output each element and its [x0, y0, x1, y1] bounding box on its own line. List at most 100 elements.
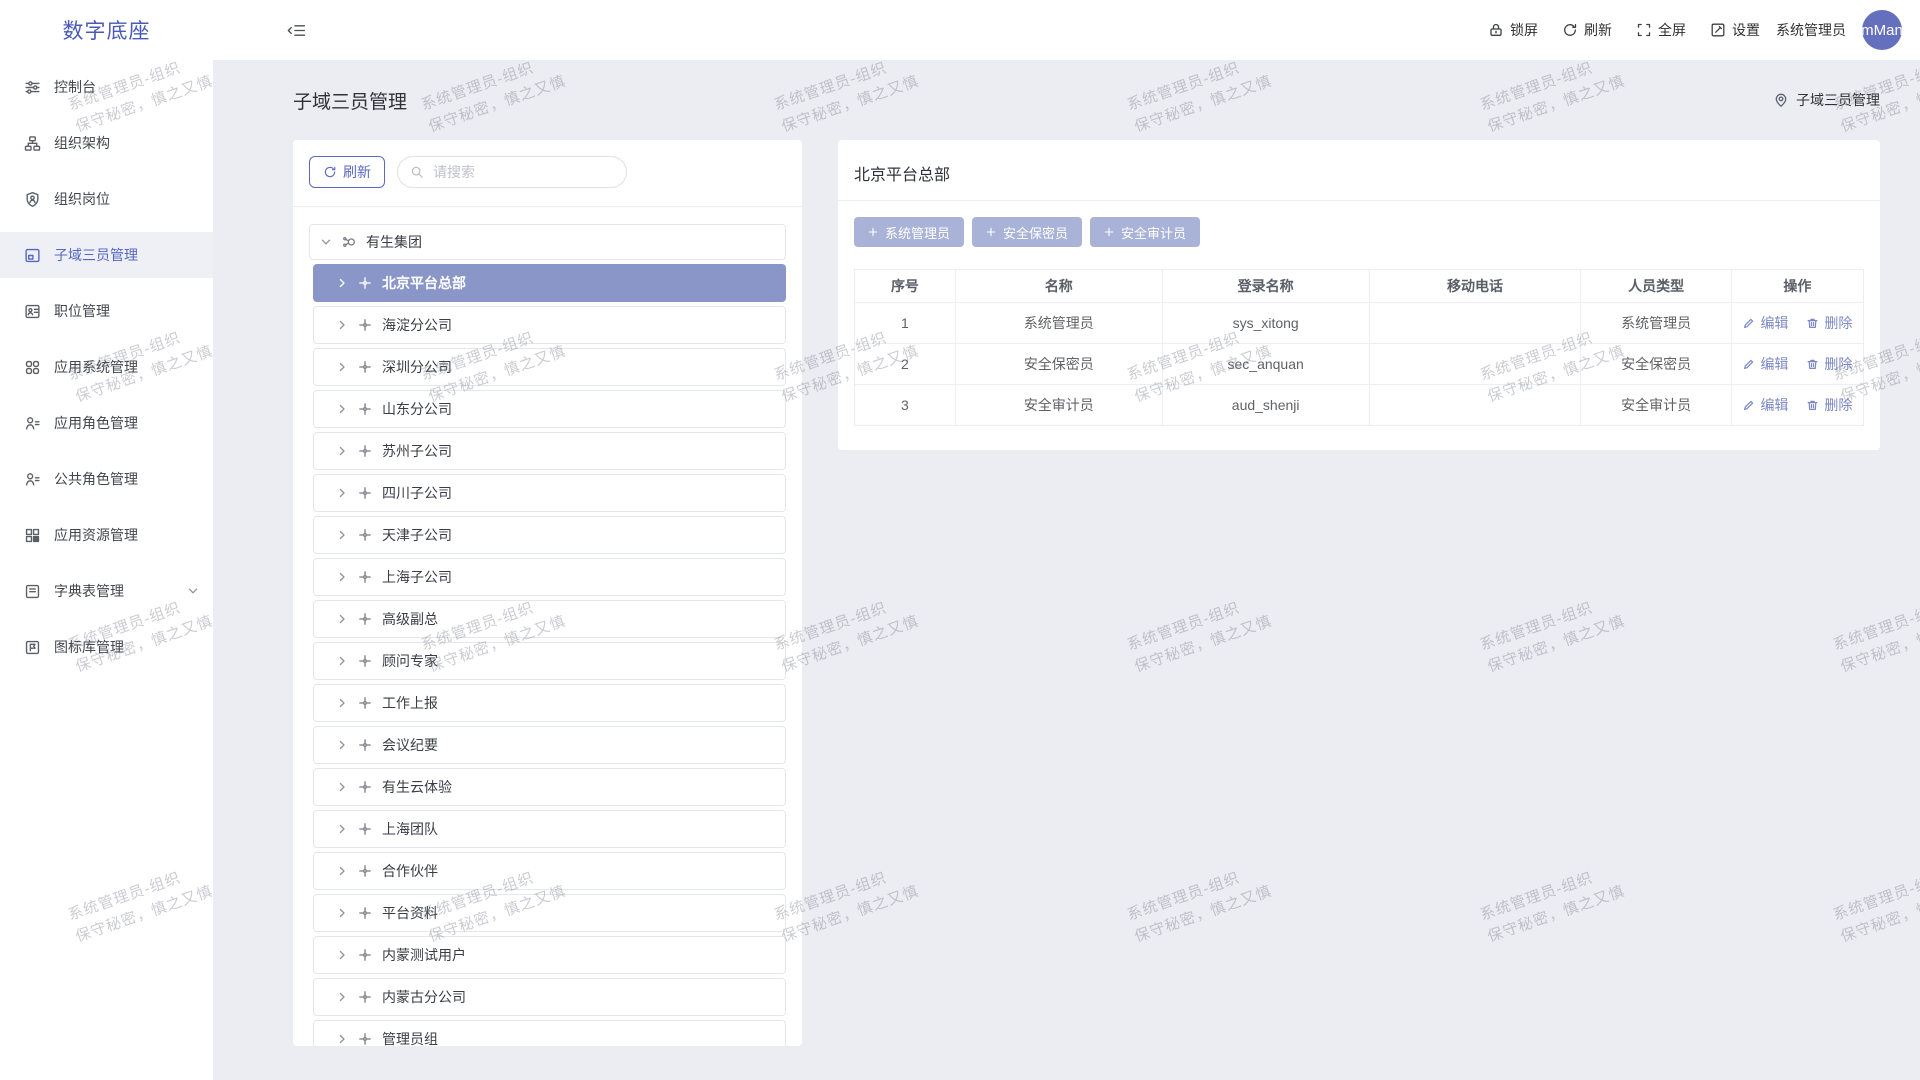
tree-node-label: 有生云体验 — [382, 779, 452, 795]
chevron-right-icon — [336, 319, 348, 331]
tree-node-label: 上海团队 — [382, 821, 438, 837]
tree-node[interactable]: 平台资料 — [313, 894, 786, 932]
sidebar-item-label: 应用角色管理 — [54, 415, 138, 431]
tree-node[interactable]: 管理员组 — [313, 1020, 786, 1046]
sidebar-item[interactable]: 控制台 — [0, 64, 213, 110]
sidebar-item[interactable]: 组织岗位 — [0, 176, 213, 222]
lock-screen-action[interactable]: 锁屏 — [1488, 20, 1538, 40]
tree-refresh-button[interactable]: 刷新 — [309, 156, 385, 188]
tree-node-label: 四川子公司 — [382, 485, 452, 501]
edit-button[interactable]: 编辑 — [1742, 395, 1788, 415]
refresh-action[interactable]: 刷新 — [1562, 20, 1612, 40]
delete-button[interactable]: 删除 — [1806, 313, 1852, 333]
topbar-action-label: 锁屏 — [1510, 22, 1538, 38]
user-avatar[interactable]: mMan — [1862, 10, 1902, 50]
edit-button[interactable]: 编辑 — [1742, 354, 1788, 374]
tree-node[interactable]: 合作伙伴 — [313, 852, 786, 890]
settings-action[interactable]: 设置 — [1710, 20, 1760, 40]
tree-node[interactable]: 苏州子公司 — [313, 432, 786, 470]
add-role-button[interactable]: 系统管理员 — [854, 217, 965, 247]
tree-node[interactable]: 上海子公司 — [313, 558, 786, 596]
tree-node[interactable]: 工作上报 — [313, 684, 786, 722]
sidebar-item[interactable]: 应用系统管理 — [0, 344, 213, 390]
refresh-icon — [323, 165, 337, 179]
sidebar-item[interactable]: 职位管理 — [0, 288, 213, 334]
fullscreen — [1636, 22, 1652, 38]
tree-node[interactable]: 北京平台总部 — [313, 264, 786, 302]
sidebar-item[interactable]: 字典表管理 — [0, 568, 213, 614]
topbar-action-label: 全屏 — [1658, 22, 1686, 38]
topbar-actions: 锁屏 刷新 全屏 设置 — [1488, 20, 1776, 40]
tree-search-box — [397, 156, 627, 188]
tree-search-input[interactable] — [431, 163, 614, 181]
tree-node[interactable]: 深圳分公司 — [313, 348, 786, 386]
topbar-username[interactable]: 系统管理员 — [1776, 22, 1846, 38]
sidebar-item[interactable]: 应用角色管理 — [0, 400, 213, 446]
cell-phone — [1368, 343, 1582, 385]
table-row: 1 系统管理员 sys_xitong 系统管理员 编辑 — [854, 302, 1865, 344]
edit-button[interactable]: 编辑 — [1742, 313, 1788, 333]
content: 子域三员管理 子域三员管理 刷新 — [213, 60, 1920, 1080]
cell-type: 安全审计员 — [1580, 384, 1732, 426]
org-node-icon — [358, 570, 372, 584]
add-role-button[interactable]: 安全审计员 — [1090, 217, 1201, 247]
org-tree: 有生集团 北京平台总部 — [309, 224, 786, 1046]
tree-node-label: 内蒙测试用户 — [382, 947, 466, 963]
members-table-wrap: 序号 名称 登录名称 移动电话 人员类型 操作 1 系统管理员 sys_xitong — [854, 269, 1865, 426]
fullscreen-action[interactable]: 全屏 — [1636, 20, 1686, 40]
tree-node[interactable]: 内蒙古分公司 — [313, 978, 786, 1016]
cell-index: 1 — [854, 302, 956, 344]
add-role-button-label: 安全保密员 — [1003, 225, 1069, 241]
org-node-icon — [358, 906, 372, 920]
sidebar-item-icon — [24, 639, 41, 656]
tree-node[interactable]: 四川子公司 — [313, 474, 786, 512]
add-role-button-label: 系统管理员 — [885, 225, 951, 241]
tree-node[interactable]: 高级副总 — [313, 600, 786, 638]
chevron-right-icon — [336, 991, 348, 1003]
sidebar-item-label: 职位管理 — [54, 303, 110, 319]
sidebar-item[interactable]: 图标库管理 — [0, 624, 213, 670]
org-node-icon — [358, 738, 372, 752]
search-icon — [410, 165, 424, 179]
cell-login: aud_shenji — [1161, 384, 1370, 426]
org-node-icon — [358, 864, 372, 878]
sidebar-item[interactable]: 应用资源管理 — [0, 512, 213, 558]
sidebar-item-label: 字典表管理 — [54, 583, 124, 599]
tree-node[interactable]: 内蒙测试用户 — [313, 936, 786, 974]
chevron-right-icon — [336, 403, 348, 415]
tree-node[interactable]: 天津子公司 — [313, 516, 786, 554]
cell-name: 系统管理员 — [954, 302, 1163, 344]
sidebar-item[interactable]: 子域三员管理 — [0, 232, 213, 278]
tree-node[interactable]: 顾问专家 — [313, 642, 786, 680]
sidebar-collapse-button[interactable] — [286, 22, 306, 39]
org-root-icon — [342, 235, 356, 249]
app-logo: 数字底座 — [62, 20, 151, 43]
sidebar-item[interactable]: 公共角色管理 — [0, 456, 213, 502]
delete-button[interactable]: 删除 — [1806, 354, 1852, 374]
breadcrumb: 子域三员管理 — [1773, 90, 1880, 110]
tree-node[interactable]: 有生云体验 — [313, 768, 786, 806]
delete-button[interactable]: 删除 — [1806, 395, 1852, 415]
sidebar-item-icon — [24, 359, 41, 376]
sidebar-item-icon — [24, 247, 41, 264]
sidebar-item-icon — [24, 191, 41, 208]
tree-node-label: 内蒙古分公司 — [382, 989, 466, 1005]
tree-node[interactable]: 会议纪要 — [313, 726, 786, 764]
sidebar: 控制台 组织架构 组织岗位 子域三员管理 — [0, 60, 213, 1080]
tree-root-node[interactable]: 有生集团 — [309, 224, 786, 260]
chevron-right-icon — [336, 907, 348, 919]
org-node-icon — [358, 1032, 372, 1046]
tree-node[interactable]: 山东分公司 — [313, 390, 786, 428]
org-node-icon — [358, 528, 372, 542]
chevron-right-icon — [336, 655, 348, 667]
delete-label: 删除 — [1824, 397, 1853, 413]
tree-node[interactable]: 上海团队 — [313, 810, 786, 848]
topbar-action-label: 设置 — [1732, 22, 1760, 38]
sidebar-item-label: 应用系统管理 — [54, 359, 138, 375]
org-tree-panel: 刷新 有生集团 — [293, 140, 802, 1046]
sidebar-item[interactable]: 组织架构 — [0, 120, 213, 166]
tree-node[interactable]: 海淀分公司 — [313, 306, 786, 344]
edit-label: 编辑 — [1760, 397, 1789, 413]
add-role-button[interactable]: 安全保密员 — [972, 217, 1083, 247]
topbar-action-label: 刷新 — [1584, 22, 1612, 38]
